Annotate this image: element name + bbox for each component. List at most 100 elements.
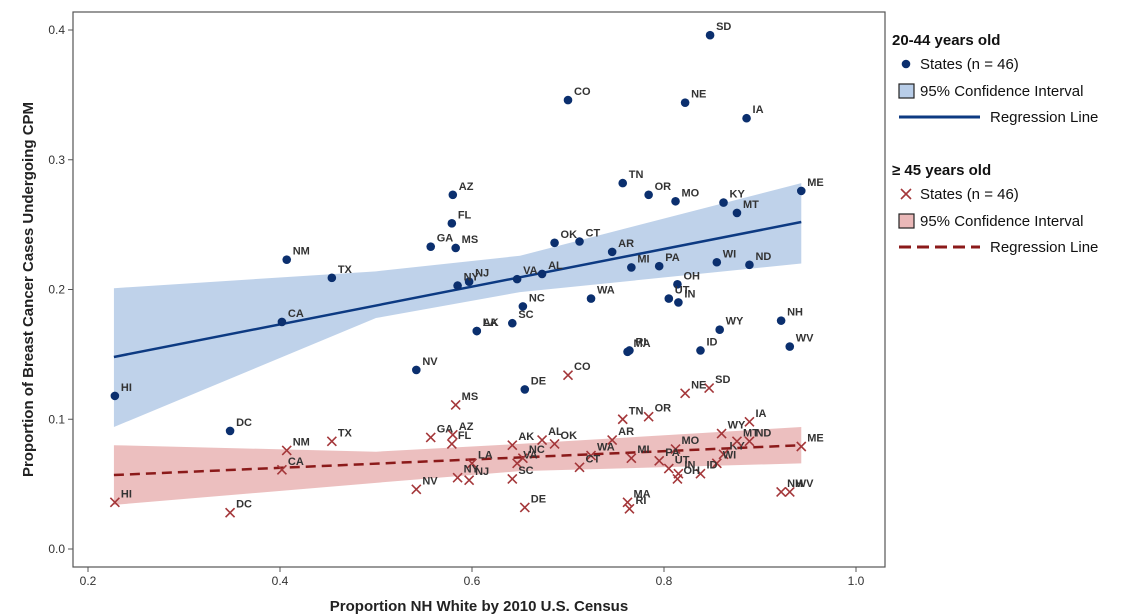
data-point-label: AR	[618, 238, 634, 250]
data-point-label: ND	[755, 251, 771, 263]
data-point-x	[425, 432, 436, 443]
data-point-label: TN	[629, 405, 644, 417]
data-point-label: CA	[288, 456, 304, 468]
legend-ci-label: 95% Confidence Interval	[920, 83, 1083, 100]
data-point-label: CO	[574, 86, 591, 98]
data-point-label: AR	[618, 426, 634, 438]
data-point-x	[744, 416, 755, 427]
data-point-dot	[586, 294, 596, 303]
data-point-x	[446, 438, 457, 449]
data-point-x	[718, 449, 729, 460]
data-point-dot	[607, 247, 617, 257]
data-point-label: HI	[121, 382, 132, 394]
data-point-label: DC	[236, 417, 252, 429]
data-point-dot	[550, 238, 559, 248]
data-point-label: WV	[796, 333, 814, 345]
plot-area: SD CO NE IA TN ME OR AZ KY MO MT FL OK CT GA MS AR NM WI ND…	[20, 11, 886, 615]
data-point-label: OR	[655, 181, 672, 193]
data-point-x	[622, 497, 633, 508]
data-point-label: RI	[635, 495, 646, 507]
data-point-dot	[448, 190, 458, 200]
legend-ci-swatch	[898, 213, 915, 229]
data-point-x-stroke	[466, 458, 478, 469]
legend-states-label: States (n = 46)	[920, 56, 1019, 73]
data-point-x-stroke	[796, 441, 807, 452]
data-point-x	[680, 388, 691, 399]
data-point-x	[447, 429, 458, 440]
x-tick-label: 0.8	[656, 574, 673, 588]
data-point-x	[654, 455, 665, 466]
legend-states-label: States (n = 46)	[920, 186, 1019, 203]
data-point-x	[225, 507, 236, 518]
data-point-x-stroke	[507, 473, 518, 485]
data-point-label: MO	[682, 187, 700, 199]
data-point-x-stroke	[507, 440, 518, 451]
data-point-x	[695, 468, 706, 479]
data-point-label: IA	[755, 408, 766, 420]
data-point-x	[326, 436, 337, 447]
data-point-label: AL	[548, 426, 563, 438]
data-point-label: CA	[288, 308, 304, 320]
y-tick-label: 0.1	[48, 412, 65, 426]
y-tick-label: 0.4	[48, 23, 65, 37]
data-point-dot	[426, 242, 436, 251]
data-point-x-stroke	[607, 434, 618, 446]
data-point-label: SC	[518, 309, 533, 321]
data-point-label: OH	[683, 465, 700, 477]
data-point-dot	[512, 274, 522, 284]
data-point-x	[784, 486, 795, 497]
legend-marker-dot	[901, 59, 911, 69]
data-point-label: NY	[464, 464, 480, 476]
x-tick-label: 0.6	[464, 574, 481, 588]
data-point-dot	[785, 342, 795, 351]
data-point-label: MA	[634, 338, 651, 350]
data-point-x-stroke	[654, 455, 665, 466]
data-point-x	[624, 503, 635, 514]
data-point-dot	[627, 263, 636, 272]
data-point-label: OH	[683, 270, 700, 282]
data-point-label: NC	[529, 292, 545, 304]
data-point-label: NY	[464, 272, 480, 284]
data-point-x	[519, 502, 530, 513]
data-point-label: PA	[665, 447, 680, 459]
data-point-dot	[110, 391, 120, 401]
data-point-label: KY	[730, 189, 746, 201]
data-point-x	[731, 436, 743, 447]
legend-marker-x	[900, 188, 912, 200]
data-point-x	[585, 450, 597, 461]
data-point-label: NJ	[475, 466, 489, 478]
data-point-x-stroke	[617, 414, 628, 425]
data-point-x-stroke	[450, 399, 461, 411]
data-point-x-stroke	[452, 472, 463, 483]
data-point-dot	[719, 198, 728, 207]
legend-ci-swatch	[898, 83, 915, 99]
data-point-x-stroke	[109, 497, 120, 508]
data-point-dot	[776, 316, 786, 325]
legend-group-title: ≥ 45 years old	[892, 162, 991, 179]
data-point-dot	[451, 243, 460, 253]
data-point-label: KY	[730, 440, 746, 452]
data-point-label: AK	[483, 317, 499, 329]
data-point-label: MI	[637, 444, 649, 456]
data-point-label: RI	[635, 336, 646, 348]
data-point-x	[507, 440, 518, 451]
data-point-dot	[575, 237, 584, 246]
data-point-label: WA	[597, 285, 615, 297]
y-tick-label: 0.0	[48, 542, 65, 556]
data-point-x	[452, 472, 463, 483]
data-point-x	[626, 453, 637, 464]
data-point-x-stroke	[784, 486, 795, 497]
data-point-label: WI	[723, 248, 736, 260]
y-tick-label: 0.2	[48, 283, 65, 297]
data-point-label: OK	[561, 229, 578, 241]
data-point-x	[512, 458, 523, 469]
data-point-x-stroke	[585, 450, 597, 461]
data-point-label: DC	[236, 499, 252, 511]
data-point-x-stroke	[446, 438, 457, 449]
data-point-dot	[518, 302, 528, 311]
data-point-x-stroke	[512, 458, 523, 469]
data-point-x-stroke	[411, 484, 422, 495]
data-point-label: IN	[684, 460, 695, 472]
data-point-x-stroke	[670, 444, 681, 455]
data-point-dot	[277, 317, 287, 327]
